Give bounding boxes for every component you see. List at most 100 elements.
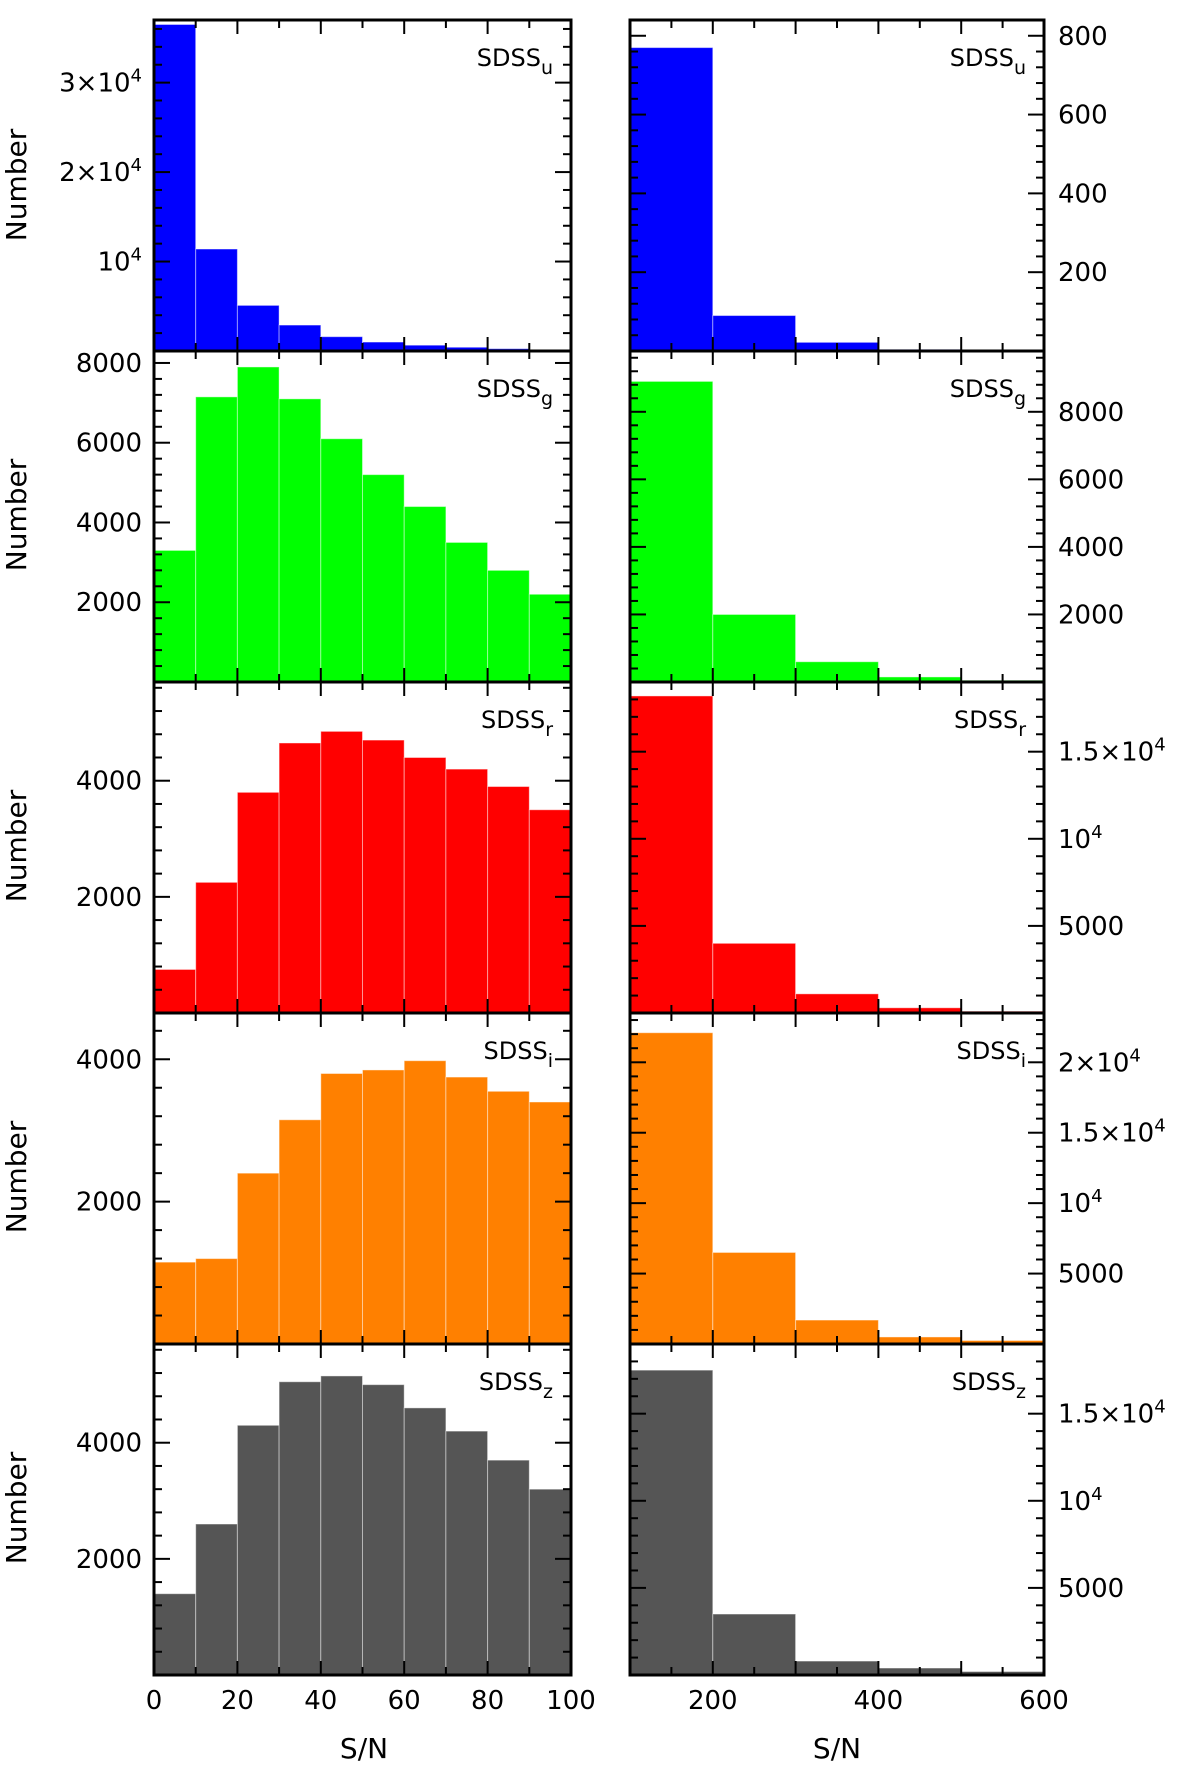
histogram-bar	[403, 1407, 447, 1676]
histogram-bar	[278, 742, 322, 1014]
x-tick-label: 400	[854, 1686, 904, 1716]
y-tick-label: 5000	[1058, 1574, 1124, 1604]
y-tick-label: 400	[1058, 179, 1108, 209]
y-axis-title-row-3: Number	[0, 789, 33, 902]
panel-band-label: SDSSi	[957, 1037, 1026, 1072]
histogram-bar	[445, 541, 489, 683]
histogram-bar	[153, 968, 197, 1014]
panel-band-label: SDSSz	[952, 1368, 1026, 1403]
y-tick-label: 4000	[76, 508, 142, 538]
x-axis-title-left: S/N	[340, 1732, 388, 1765]
histogram-bar	[487, 569, 530, 683]
histogram-bar	[195, 248, 238, 352]
y-tick-label: 104	[1058, 822, 1103, 855]
panel-SDSS_i-low-sn: 4000 2000 SDSSi	[76, 1011, 573, 1346]
histogram-bar	[320, 730, 363, 1014]
y-tick-label: 6000	[76, 429, 142, 459]
histogram-bar	[278, 1119, 322, 1345]
y-tick-label: 2000	[76, 588, 142, 618]
histogram-bar	[403, 1060, 447, 1345]
y-tick-label: 600	[1058, 101, 1108, 131]
y-tick-label: 800	[1058, 22, 1108, 52]
histogram-bar	[320, 1073, 363, 1345]
histogram-bar	[278, 1381, 322, 1676]
y-tick-label: 1.5×104	[1058, 1397, 1166, 1430]
y-axis-title-row-1: Number	[0, 128, 33, 241]
y-tick-label: 8000	[76, 349, 142, 379]
panel-SDSS_i-high-sn: 2×104 1.5×104 104 5000 SDSSi	[628, 1011, 1166, 1346]
panel-SDSS_r-low-sn: 4000 2000 SDSSr	[76, 680, 573, 1015]
histogram-bar	[195, 1258, 238, 1345]
histogram-bar	[153, 1593, 197, 1676]
y-tick-label: 4000	[76, 767, 142, 797]
panel-band-label: SDSSr	[481, 706, 553, 741]
histogram-bar	[712, 1613, 797, 1676]
x-tick-label: 100	[546, 1686, 596, 1716]
y-tick-label: 4000	[1058, 533, 1124, 563]
y-tick-label: 200	[1058, 258, 1108, 288]
y-tick-label: 104	[1058, 1186, 1103, 1219]
y-tick-label: 5000	[1058, 1260, 1124, 1290]
y-tick-label: 5000	[1058, 912, 1124, 942]
x-tick-label: 20	[221, 1686, 254, 1716]
panel-band-label: SDSSg	[477, 375, 553, 410]
y-tick-label: 3×104	[59, 66, 142, 99]
panel-band-label: SDSSr	[954, 706, 1026, 741]
histogram-bar	[629, 1032, 714, 1345]
y-axis-title-row-2: Number	[0, 458, 33, 571]
y-axis-title-row-5: Number	[0, 1451, 33, 1564]
panel-SDSS_g-high-sn: 8000 6000 4000 2000 SDSSg	[628, 349, 1124, 684]
x-tick-label: 60	[388, 1686, 421, 1716]
histogram-bar	[487, 1459, 530, 1676]
histogram-bar	[712, 613, 797, 683]
panel-frame	[152, 1342, 573, 1677]
histogram-bar	[629, 1369, 714, 1676]
histogram-bar	[236, 1172, 280, 1345]
histogram-bar	[403, 756, 447, 1014]
x-axis-title-right: S/N	[813, 1732, 861, 1765]
y-tick-label: 104	[1058, 1484, 1103, 1517]
y-axis-title-row-4: Number	[0, 1120, 33, 1233]
histogram-bar	[487, 786, 530, 1014]
histogram-bar	[445, 768, 489, 1014]
y-tick-label: 104	[97, 245, 142, 278]
histogram-bar	[278, 398, 322, 683]
histogram-bar	[712, 942, 797, 1014]
y-tick-label: 8000	[1058, 398, 1124, 428]
x-axis-tick-labels: 0 20 40 60 80 100 200 400 600	[146, 1686, 1069, 1716]
panel-band-label: SDSSu	[477, 44, 553, 79]
histogram-bar	[629, 380, 714, 683]
y-tick-label: 2000	[76, 1188, 142, 1218]
histogram-bar	[236, 1424, 280, 1676]
histogram-bar	[629, 695, 714, 1014]
histogram-bar	[153, 1261, 197, 1345]
histogram-bar	[320, 1375, 363, 1676]
panel-band-label: SDSSu	[950, 44, 1026, 79]
histogram-bar	[487, 1090, 530, 1345]
y-tick-label: 4000	[76, 1045, 142, 1075]
y-tick-label: 2000	[76, 1545, 142, 1575]
histogram-bar	[236, 304, 280, 352]
histogram-bar	[362, 739, 405, 1014]
histogram-bar	[445, 1430, 489, 1676]
histogram-bar	[195, 1523, 238, 1676]
x-tick-label: 200	[688, 1686, 738, 1716]
x-tick-label: 40	[304, 1686, 337, 1716]
y-tick-label: 2000	[76, 883, 142, 913]
histogram-bar	[712, 1251, 797, 1345]
x-tick-label: 0	[146, 1686, 163, 1716]
y-tick-label: 6000	[1058, 465, 1124, 495]
y-tick-label: 1.5×104	[1058, 735, 1166, 768]
histogram-bar	[629, 47, 714, 352]
panel-SDSS_u-low-sn: 3×104 2×104 104 SDSSu	[59, 18, 573, 353]
panel-SDSS_g-low-sn: 8000 6000 4000 2000 SDSSg	[76, 349, 573, 684]
y-tick-label: 1.5×104	[1058, 1116, 1166, 1149]
histogram-bar	[528, 809, 572, 1014]
panel-band-label: SDSSg	[950, 375, 1026, 410]
panel-band-label: SDSSi	[484, 1037, 553, 1072]
panels-layer: 3×104 2×104 104 SDSSu 800 600 400 200 SDSSu 8000 6…	[59, 18, 1166, 1677]
histogram-bar	[320, 336, 363, 352]
panel-SDSS_u-high-sn: 800 600 400 200 SDSSu	[628, 18, 1108, 353]
y-tick-label: 4000	[76, 1429, 142, 1459]
histogram-bar	[278, 324, 322, 352]
